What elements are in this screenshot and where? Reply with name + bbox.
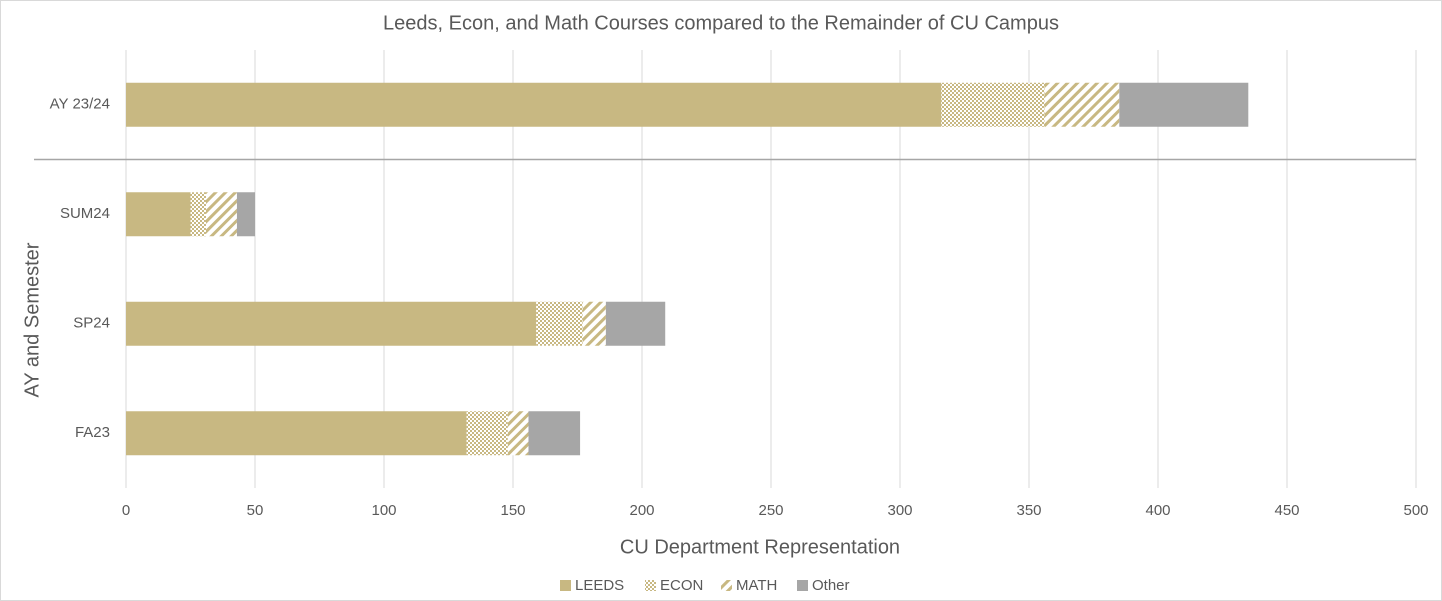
x-tick-label: 500: [1403, 502, 1428, 519]
bar-segment: [1044, 82, 1120, 127]
bar-segment: [126, 301, 537, 346]
legend-swatch: [560, 580, 571, 591]
bar-segment: [126, 192, 191, 237]
legend-swatch: [645, 580, 656, 591]
x-tick-label: 450: [1274, 502, 1299, 519]
x-axis-label: CU Department Representation: [620, 536, 900, 558]
bar-segment: [205, 192, 237, 237]
y-tick-label: SP24: [73, 315, 110, 332]
bar-segment: [126, 411, 467, 456]
x-tick-label: 0: [122, 502, 130, 519]
bar-segment: [941, 82, 1045, 127]
bar-segment: [1119, 82, 1249, 127]
bar-segment: [466, 411, 508, 456]
chart-title: Leeds, Econ, and Math Courses compared t…: [383, 12, 1059, 34]
legend-swatch: [797, 580, 808, 591]
bar-segment: [190, 192, 206, 237]
x-tick-label: 300: [887, 502, 912, 519]
bar-segment: [582, 301, 606, 346]
x-tick-label: 100: [371, 502, 396, 519]
x-tick-label: 50: [247, 502, 264, 519]
legend-label: Other: [812, 577, 850, 594]
legend-label: ECON: [660, 577, 703, 594]
bar-segment: [536, 301, 583, 346]
bar-segment: [507, 411, 529, 456]
y-tick-label: FA23: [75, 424, 110, 441]
bar-segment: [236, 192, 255, 237]
x-tick-label: 250: [758, 502, 783, 519]
x-tick-label: 150: [500, 502, 525, 519]
x-tick-label: 400: [1145, 502, 1170, 519]
x-tick-label: 350: [1016, 502, 1041, 519]
x-tick-label: 200: [629, 502, 654, 519]
legend-swatch: [721, 580, 732, 591]
bar-segment: [528, 411, 581, 456]
legend-label: LEEDS: [575, 577, 624, 594]
bar-segment: [126, 82, 942, 127]
legend-label: MATH: [736, 577, 777, 594]
y-tick-label: SUM24: [60, 205, 110, 222]
y-axis-label: AY and Semester: [21, 242, 43, 397]
bar-segment: [605, 301, 666, 346]
y-tick-label: AY 23/24: [50, 96, 110, 113]
